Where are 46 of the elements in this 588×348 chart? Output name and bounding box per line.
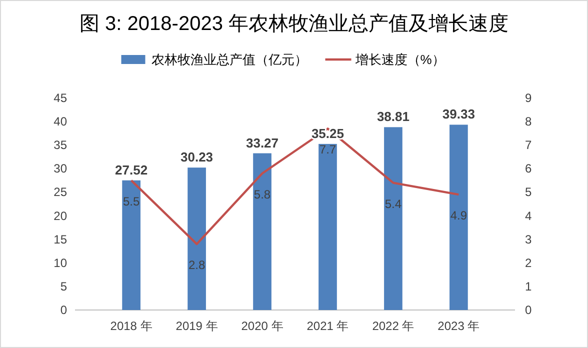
data-label: 33.27 bbox=[246, 135, 279, 150]
bar bbox=[384, 127, 402, 310]
y2-tick-label: 6 bbox=[525, 162, 532, 176]
y2-tick-label: 4 bbox=[525, 208, 532, 223]
y-tick-label: 35 bbox=[54, 138, 68, 152]
y2-tick-label: 0 bbox=[525, 303, 532, 317]
y-tick-label: 45 bbox=[54, 91, 68, 105]
bar bbox=[450, 124, 468, 310]
data-label: 27.52 bbox=[115, 162, 148, 178]
y-tick-label: 5 bbox=[60, 279, 68, 294]
data-label: 39.33 bbox=[442, 106, 475, 122]
chart-title: 图 3: 2018-2023 年农林牧渔业总产值及增长速度 bbox=[80, 13, 508, 35]
x-tick-label: 2022 年 bbox=[372, 319, 414, 333]
data-label: 30.23 bbox=[180, 150, 214, 165]
x-tick-label: 2023 年 bbox=[438, 319, 480, 333]
y2-tick-label: 8 bbox=[525, 114, 532, 129]
y-tick-label: 10 bbox=[54, 256, 68, 270]
bar bbox=[188, 168, 206, 310]
data-label: 4.9 bbox=[450, 208, 468, 223]
y-tick-label: 20 bbox=[54, 208, 68, 223]
y-tick-label: 40 bbox=[54, 114, 68, 129]
y-tick-label: 0 bbox=[60, 303, 68, 317]
y-tick-label: 30 bbox=[54, 162, 68, 176]
y-tick-label: 25 bbox=[54, 185, 68, 200]
legend-label: 增长速度（%） bbox=[354, 52, 445, 67]
data-label: 5.8 bbox=[254, 187, 271, 202]
x-tick-label: 2019 年 bbox=[176, 319, 218, 333]
x-tick-label: 2021 年 bbox=[306, 319, 349, 333]
data-label: 5.5 bbox=[122, 194, 140, 208]
bar bbox=[253, 153, 272, 310]
data-label: 5.4 bbox=[384, 196, 402, 211]
data-label: 2.8 bbox=[188, 258, 206, 272]
y2-tick-label: 7 bbox=[525, 138, 532, 152]
y2-tick-label: 3 bbox=[525, 232, 532, 246]
bar bbox=[318, 144, 337, 310]
x-tick-label: 2020 年 bbox=[241, 319, 284, 333]
y2-tick-label: 2 bbox=[525, 256, 532, 270]
y-tick-label: 15 bbox=[54, 232, 68, 246]
y2-tick-label: 9 bbox=[525, 91, 532, 105]
x-tick-label: 2018 年 bbox=[110, 319, 152, 333]
data-label: 7.7 bbox=[319, 142, 336, 157]
data-label: 38.81 bbox=[376, 109, 410, 124]
bar bbox=[122, 180, 140, 310]
legend-label: 农林牧渔业总产值（亿元） bbox=[151, 52, 308, 67]
y2-tick-label: 1 bbox=[525, 279, 532, 294]
y2-tick-label: 5 bbox=[525, 185, 532, 200]
